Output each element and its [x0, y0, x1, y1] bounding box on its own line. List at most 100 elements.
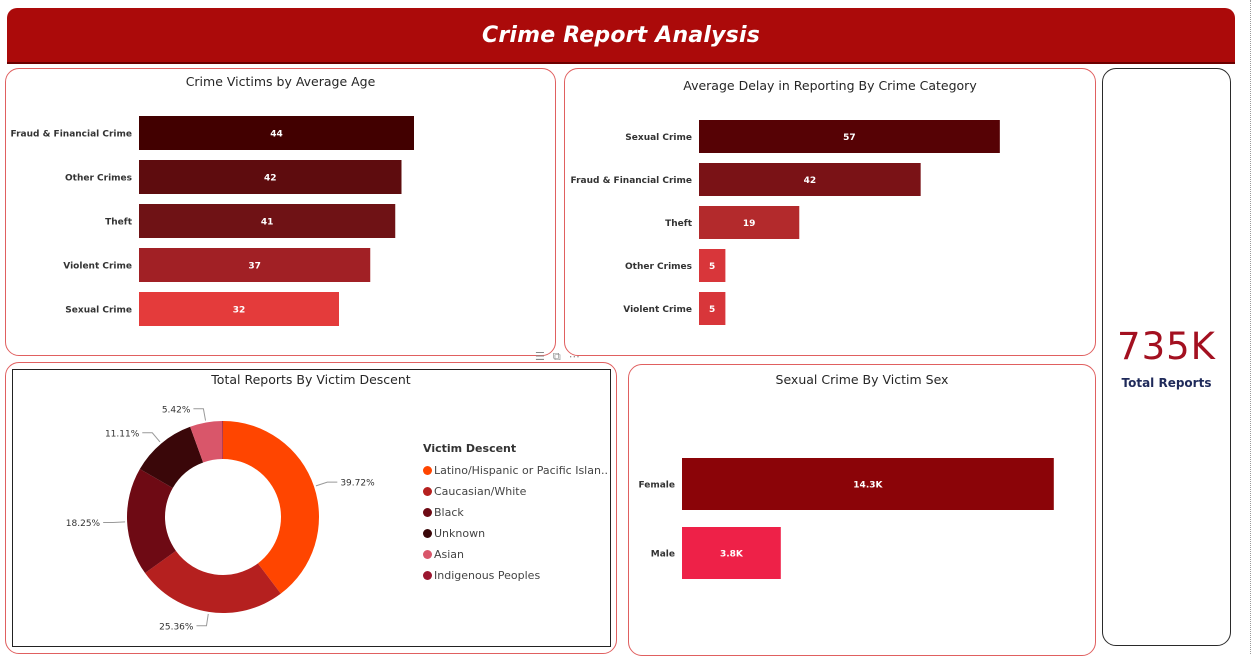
selected-visual-frame: [12, 369, 611, 647]
bar[interactable]: [682, 527, 781, 579]
leader-line: [193, 408, 207, 421]
bar[interactable]: [139, 248, 371, 282]
data-label: 32: [233, 306, 246, 316]
slice-percent-label: 39.72%: [340, 479, 375, 489]
donut-chart-victim-descent: 39.72% 25.36% 18.25% 11.11% 5.42%: [66, 405, 375, 632]
chart-card-victims-by-age[interactable]: Crime Victims by Average Age Fraud & Fin…: [5, 68, 556, 356]
bar-group[interactable]: Male 3.8K: [651, 527, 781, 579]
chart-card-reporting-delay[interactable]: Average Delay in Reporting By Crime Cate…: [564, 68, 1096, 356]
legend-title: Victim Descent: [423, 442, 517, 455]
data-label: 42: [264, 174, 277, 184]
legend-label: Caucasian/White: [434, 485, 527, 498]
data-label: 42: [804, 176, 817, 186]
leader-line: [196, 613, 209, 627]
legend-swatch: [423, 571, 432, 580]
bar[interactable]: [139, 204, 396, 238]
bar[interactable]: [139, 116, 414, 150]
chart-title: Average Delay in Reporting By Crime Cate…: [683, 78, 977, 93]
bar[interactable]: [699, 163, 921, 196]
legend-label: Black: [434, 506, 464, 519]
data-label: 3.8K: [720, 550, 744, 560]
donut-slice[interactable]: [190, 421, 223, 463]
data-label: 19: [743, 219, 756, 229]
bar-group[interactable]: Violent Crime 5: [623, 292, 726, 325]
page-edge-divider: [1250, 0, 1251, 654]
visual-toolbar: ☰ ⧉ ⋯: [535, 350, 580, 364]
category-label: Fraud & Financial Crime: [11, 130, 133, 140]
data-label: 5: [709, 262, 715, 272]
leader-line: [142, 432, 161, 443]
bar-group[interactable]: Other Crimes 5: [625, 249, 726, 282]
category-label: Fraud & Financial Crime: [571, 176, 693, 186]
dashboard-header: Crime Report Analysis: [7, 8, 1235, 64]
bar-chart-reporting-delay: Sexual Crime 57 Fraud & Financial Crime 42 T…: [571, 120, 1000, 325]
legend-swatch: [423, 466, 432, 475]
data-label: 5: [709, 305, 715, 315]
legend-item[interactable]: Latino/Hispanic or Pacific Islan...: [423, 460, 608, 481]
chart-card-victim-descent[interactable]: Total Reports By Victim Descent 39.72% 25…: [5, 362, 617, 654]
bar[interactable]: [699, 292, 726, 325]
category-label: Female: [638, 481, 675, 491]
bar[interactable]: [139, 160, 402, 194]
leader-line: [315, 481, 338, 487]
donut-slice[interactable]: [145, 550, 281, 613]
legend-label: Asian: [434, 548, 465, 561]
leader-line: [103, 521, 126, 523]
slice-percent-label: 18.25%: [66, 519, 101, 529]
bar-group[interactable]: Violent Crime 37: [63, 248, 371, 282]
slice-percent-label: 5.42%: [162, 405, 191, 415]
legend-swatch: [423, 508, 432, 517]
chart-title: Crime Victims by Average Age: [185, 74, 376, 89]
legend-item[interactable]: Asian: [423, 544, 608, 565]
bar-group[interactable]: Fraud & Financial Crime 42: [571, 163, 921, 196]
data-label: 37: [248, 262, 261, 272]
legend-swatch: [423, 487, 432, 496]
kpi-card-total-reports[interactable]: 735K Total Reports: [1102, 68, 1231, 646]
chart-legend: Victim Descent Latino/Hispanic or Pacifi…: [423, 442, 608, 586]
category-label: Theft: [105, 218, 133, 228]
legend-swatch: [423, 529, 432, 538]
filter-icon[interactable]: ☰: [535, 350, 545, 363]
data-label: 57: [843, 133, 856, 143]
bar-group[interactable]: Theft 41: [105, 204, 396, 238]
legend-item[interactable]: Unknown: [423, 523, 608, 544]
legend-item[interactable]: Indigenous Peoples: [423, 565, 608, 586]
donut-slice[interactable]: [222, 421, 223, 460]
donut-slice[interactable]: [126, 469, 176, 574]
chart-title: Sexual Crime By Victim Sex: [775, 372, 949, 387]
legend-item[interactable]: Caucasian/White: [423, 481, 608, 502]
bar-group[interactable]: Sexual Crime 32: [65, 292, 339, 326]
bar-group[interactable]: Other Crimes 42: [65, 160, 402, 194]
legend-label: Indigenous Peoples: [434, 569, 541, 582]
bar-chart-victim-sex: Female 14.3K Male 3.8K: [638, 458, 1054, 579]
bar-group[interactable]: Female 14.3K: [638, 458, 1054, 510]
legend-swatch: [423, 550, 432, 559]
bar[interactable]: [699, 249, 726, 282]
bar-group[interactable]: Theft 19: [665, 206, 800, 239]
donut-slice[interactable]: [139, 426, 204, 489]
chart-title: Total Reports By Victim Descent: [211, 372, 411, 387]
kpi-label: Total Reports: [1121, 376, 1212, 390]
more-options-icon[interactable]: ⋯: [568, 350, 580, 363]
legend-label: Latino/Hispanic or Pacific Islan...: [434, 464, 608, 477]
bar-group[interactable]: Fraud & Financial Crime 44: [11, 116, 415, 150]
bar[interactable]: [699, 120, 1000, 153]
data-label: 44: [270, 130, 283, 140]
donut-slice[interactable]: [223, 421, 319, 594]
bar[interactable]: [699, 206, 800, 239]
slice-percent-label: 25.36%: [159, 622, 194, 632]
legend-item[interactable]: Black: [423, 502, 608, 523]
category-label: Sexual Crime: [625, 133, 692, 143]
bar-group[interactable]: Sexual Crime 57: [625, 120, 1000, 153]
kpi-value: 735K: [1117, 325, 1216, 368]
data-label: 14.3K: [853, 481, 883, 491]
focus-mode-icon[interactable]: ⧉: [552, 350, 561, 363]
bar[interactable]: [139, 292, 339, 326]
category-label: Other Crimes: [625, 262, 692, 272]
chart-card-victim-sex[interactable]: Sexual Crime By Victim Sex Female 14.3K Ma…: [628, 364, 1096, 656]
category-label: Other Crimes: [65, 174, 132, 184]
data-label: 41: [261, 218, 274, 228]
slice-percent-label: 11.11%: [105, 429, 140, 439]
bar[interactable]: [682, 458, 1054, 510]
category-label: Male: [651, 550, 675, 560]
